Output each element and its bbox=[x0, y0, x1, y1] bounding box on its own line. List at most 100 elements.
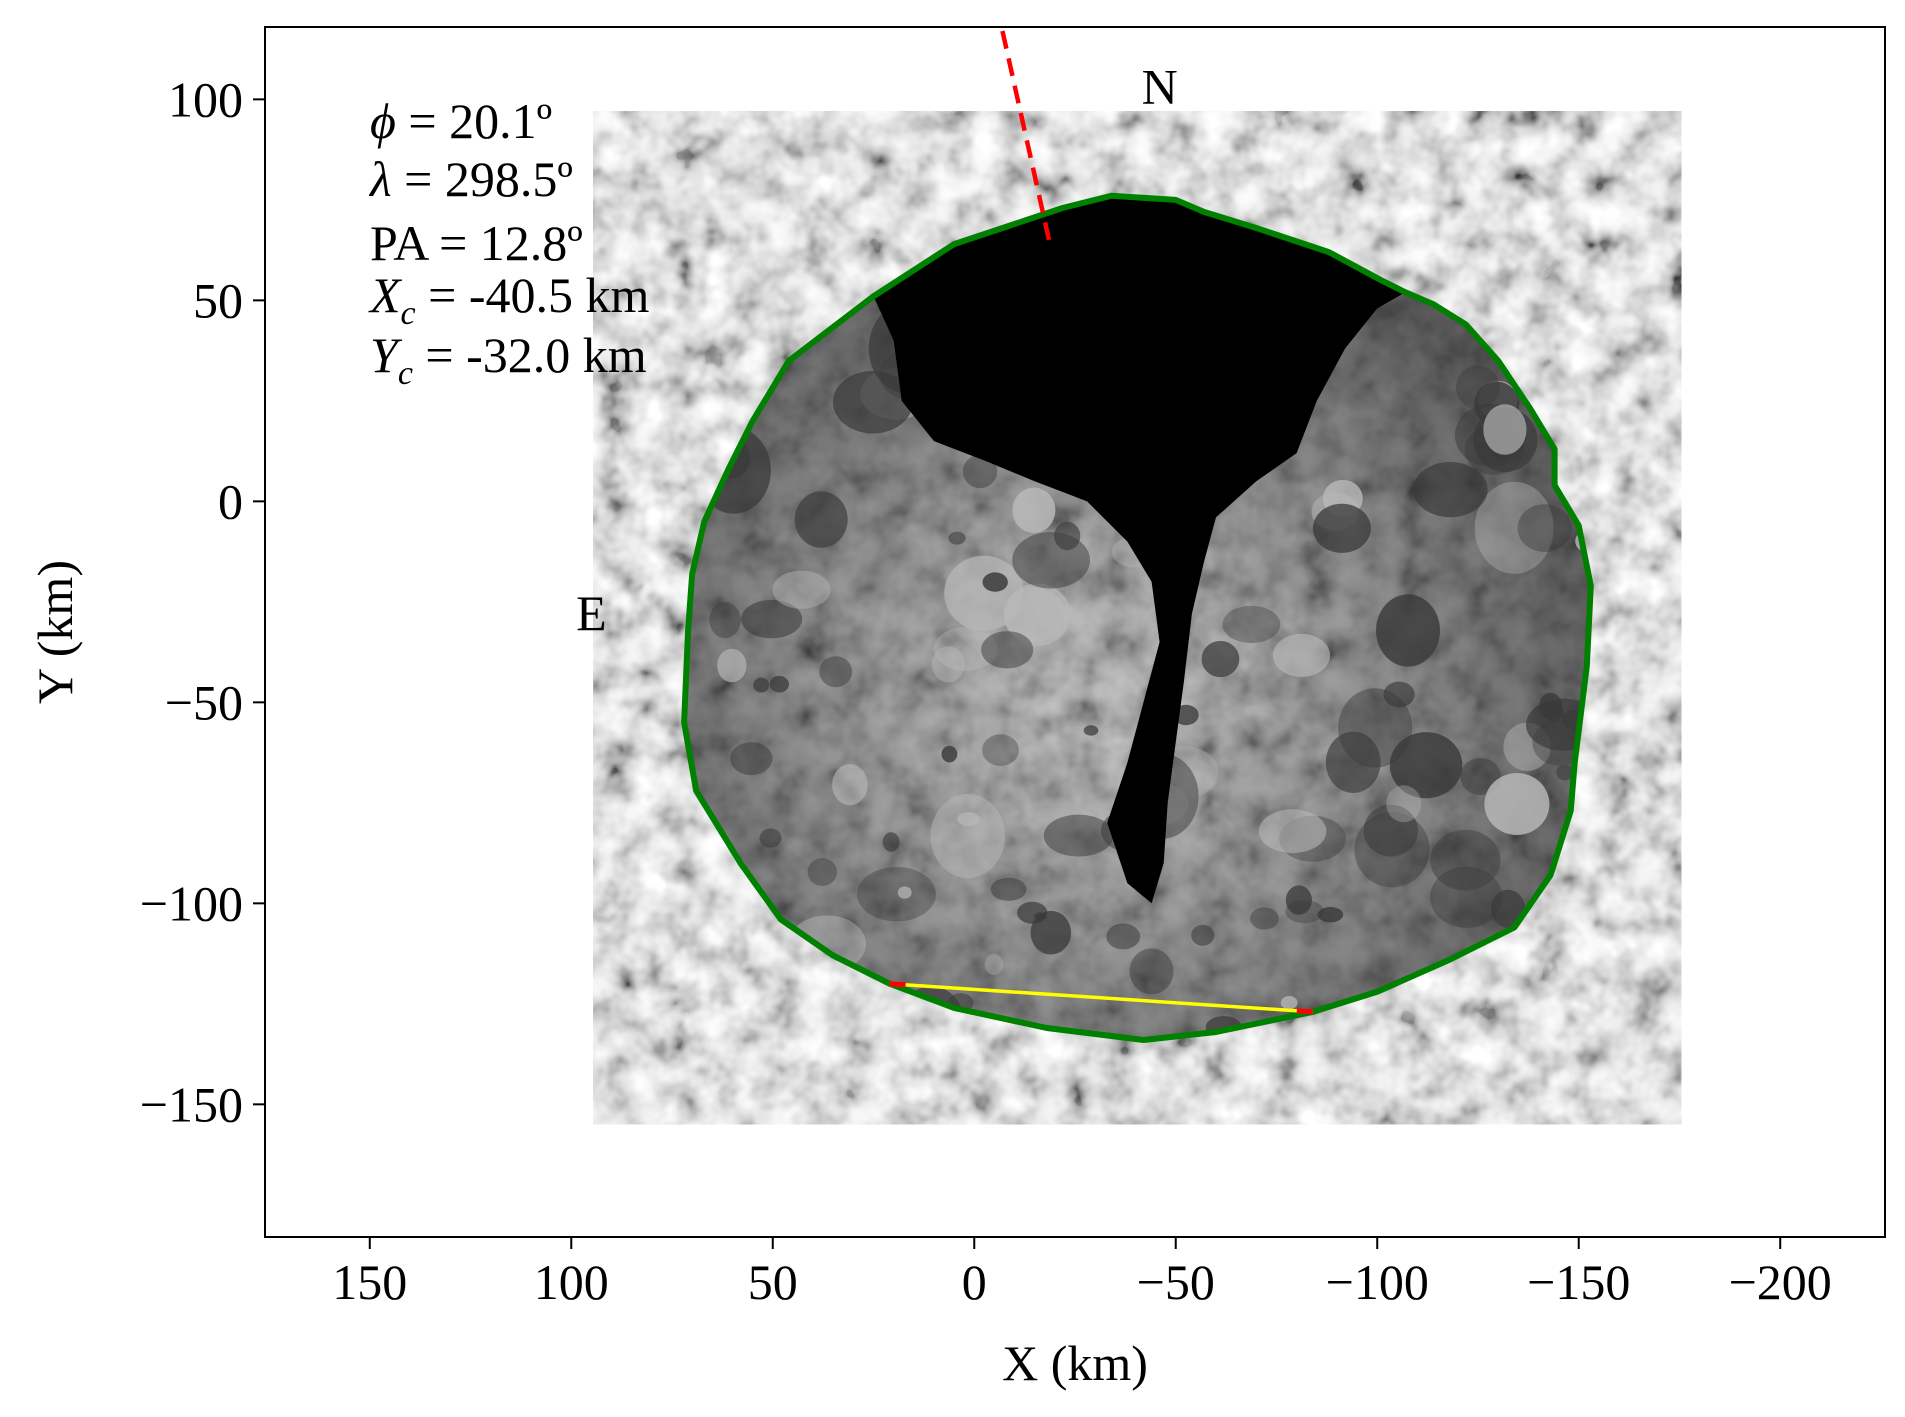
x-tick-label: −100 bbox=[1326, 1254, 1429, 1310]
crater-dark bbox=[1191, 924, 1215, 946]
north-label: N bbox=[1142, 58, 1178, 114]
crater-bright bbox=[897, 886, 912, 899]
yc-value: = -32.0 km bbox=[413, 327, 647, 383]
crater-dark bbox=[1517, 504, 1572, 552]
crater-dark bbox=[807, 858, 837, 886]
crater-dark bbox=[1043, 814, 1114, 857]
crater-bright bbox=[1272, 633, 1331, 678]
y-tick-label: 0 bbox=[218, 473, 243, 529]
y-tick-label: −100 bbox=[140, 875, 243, 931]
crater-dark bbox=[1250, 907, 1279, 930]
crater-bright bbox=[1483, 404, 1527, 455]
xc-symbol: X bbox=[368, 267, 403, 323]
crater-bright bbox=[1258, 809, 1327, 854]
crater-dark bbox=[819, 656, 853, 688]
crater-bright bbox=[1386, 785, 1422, 823]
crater-bright bbox=[1280, 996, 1298, 1010]
annotation-block: ϕ = 20.1º λ = 298.5º PA = 12.8º Xc = -40… bbox=[368, 93, 649, 392]
pole-direction-line bbox=[1000, 30, 1054, 249]
crater-dark bbox=[1491, 889, 1526, 928]
phi-value: = 20.1º bbox=[396, 93, 552, 149]
crater-bright bbox=[933, 627, 998, 671]
yc-symbol: Y bbox=[370, 327, 403, 383]
crater-bright bbox=[1474, 481, 1554, 574]
x-tick-label: 150 bbox=[332, 1254, 407, 1310]
crater-dark bbox=[1054, 521, 1081, 551]
crater-bright bbox=[772, 570, 831, 609]
phi-symbol: ϕ bbox=[370, 93, 396, 149]
x-tick-label: −150 bbox=[1527, 1254, 1630, 1310]
crater-dark bbox=[1285, 885, 1312, 915]
crater-dark bbox=[753, 677, 769, 693]
east-label: E bbox=[576, 585, 607, 641]
crater-bright bbox=[1012, 487, 1056, 533]
xc-subscript: c bbox=[401, 295, 416, 332]
crater-dark bbox=[1129, 948, 1174, 995]
crater-dark bbox=[857, 867, 936, 922]
crater-dark bbox=[982, 734, 1019, 766]
crater-dark bbox=[990, 877, 1027, 901]
crater-dark bbox=[794, 491, 848, 548]
crater-bright bbox=[931, 646, 965, 683]
crater-dark bbox=[1430, 829, 1501, 891]
crater-dark bbox=[1376, 594, 1440, 667]
occultation-chord bbox=[889, 981, 1313, 1014]
crater-dark bbox=[759, 828, 782, 848]
lambda-symbol: λ bbox=[368, 151, 392, 207]
crater-bright bbox=[930, 794, 1006, 878]
y-tick-label: −150 bbox=[140, 1076, 243, 1132]
shadow-region bbox=[873, 195, 1406, 904]
crater-bright bbox=[1484, 773, 1550, 835]
yc-subscript: c bbox=[398, 355, 413, 392]
y-axis-ticks: 100 50 0 −50 −100 −150 bbox=[140, 71, 265, 1132]
y-tick-label: 100 bbox=[168, 71, 243, 127]
chord-endcap-left bbox=[889, 981, 906, 988]
crater-dark bbox=[882, 832, 900, 852]
chord-endcap-right bbox=[1296, 1008, 1313, 1015]
x-tick-label: −200 bbox=[1729, 1254, 1832, 1310]
x-axis-ticks: 150 100 50 0 −50 −100 −150 −200 bbox=[332, 1237, 1832, 1310]
crater-dark bbox=[981, 631, 1034, 669]
crater-dark bbox=[1363, 804, 1419, 857]
crater-dark bbox=[1389, 732, 1463, 799]
crater-dark bbox=[1222, 605, 1281, 644]
annotation-lambda: λ = 298.5º bbox=[368, 151, 573, 207]
crater-dark bbox=[1430, 866, 1503, 928]
crater-dark bbox=[941, 745, 958, 763]
crater-dark bbox=[1383, 681, 1415, 708]
x-axis-label: X (km) bbox=[1002, 1335, 1148, 1391]
crater-dark bbox=[962, 454, 998, 489]
crater-bright bbox=[984, 953, 1004, 975]
crater-dark bbox=[1556, 764, 1574, 781]
crater-dark bbox=[1083, 725, 1099, 736]
crater-dark bbox=[1201, 640, 1240, 678]
annotation-yc: Yc = -32.0 km bbox=[370, 327, 647, 392]
crater-dark bbox=[1317, 907, 1344, 923]
annotation-phi: ϕ = 20.1º bbox=[370, 93, 552, 149]
y-tick-label: 50 bbox=[193, 272, 243, 328]
xc-value: = -40.5 km bbox=[416, 267, 650, 323]
crater-dark bbox=[948, 531, 966, 545]
crater-bright bbox=[717, 648, 747, 683]
crater-bright bbox=[944, 555, 1024, 631]
crater-dark bbox=[1325, 731, 1381, 794]
x-tick-label: 0 bbox=[962, 1254, 987, 1310]
crater-dark bbox=[1106, 923, 1141, 950]
crater-bright bbox=[832, 764, 868, 806]
crater-dark bbox=[730, 742, 773, 776]
crater-dark bbox=[741, 599, 803, 639]
crater-dark bbox=[982, 572, 1008, 592]
x-tick-label: 50 bbox=[748, 1254, 798, 1310]
x-tick-label: 100 bbox=[534, 1254, 609, 1310]
crater-dark bbox=[709, 602, 741, 639]
crater-dark bbox=[1456, 365, 1500, 410]
crater-bright bbox=[957, 812, 980, 827]
limb-contour bbox=[681, 192, 1594, 1043]
lambda-value: = 298.5º bbox=[392, 151, 573, 207]
annotation-pa: PA = 12.8º bbox=[370, 215, 583, 271]
crater-dark bbox=[1413, 462, 1488, 518]
crater-dark bbox=[1312, 503, 1371, 553]
x-tick-label: −50 bbox=[1137, 1254, 1215, 1310]
crater-dark bbox=[1285, 900, 1324, 924]
